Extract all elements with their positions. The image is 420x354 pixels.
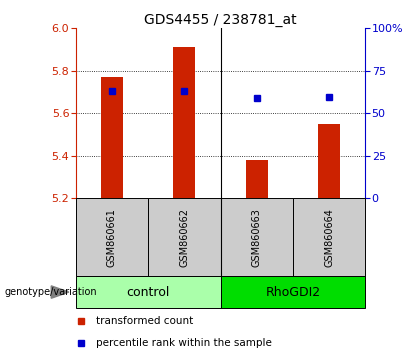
Text: control: control [126, 286, 170, 298]
Bar [318, 124, 340, 198]
Bar [76, 276, 220, 308]
Bar [220, 276, 365, 308]
Bar [220, 198, 293, 276]
Text: percentile rank within the sample: percentile rank within the sample [96, 338, 272, 348]
Text: genotype/variation: genotype/variation [4, 287, 97, 297]
Text: GSM860662: GSM860662 [179, 208, 189, 267]
Bar [101, 77, 123, 198]
Text: GSM860661: GSM860661 [107, 208, 117, 267]
Bar [246, 160, 268, 198]
Text: RhoGDI2: RhoGDI2 [265, 286, 320, 298]
Text: GSM860664: GSM860664 [324, 208, 334, 267]
Polygon shape [51, 286, 69, 298]
Bar [148, 198, 220, 276]
Bar [293, 198, 365, 276]
Bar [76, 198, 148, 276]
Title: GDS4455 / 238781_at: GDS4455 / 238781_at [144, 13, 297, 27]
Text: GSM860663: GSM860663 [252, 208, 262, 267]
Text: transformed count: transformed count [96, 316, 193, 326]
Bar [173, 47, 195, 198]
